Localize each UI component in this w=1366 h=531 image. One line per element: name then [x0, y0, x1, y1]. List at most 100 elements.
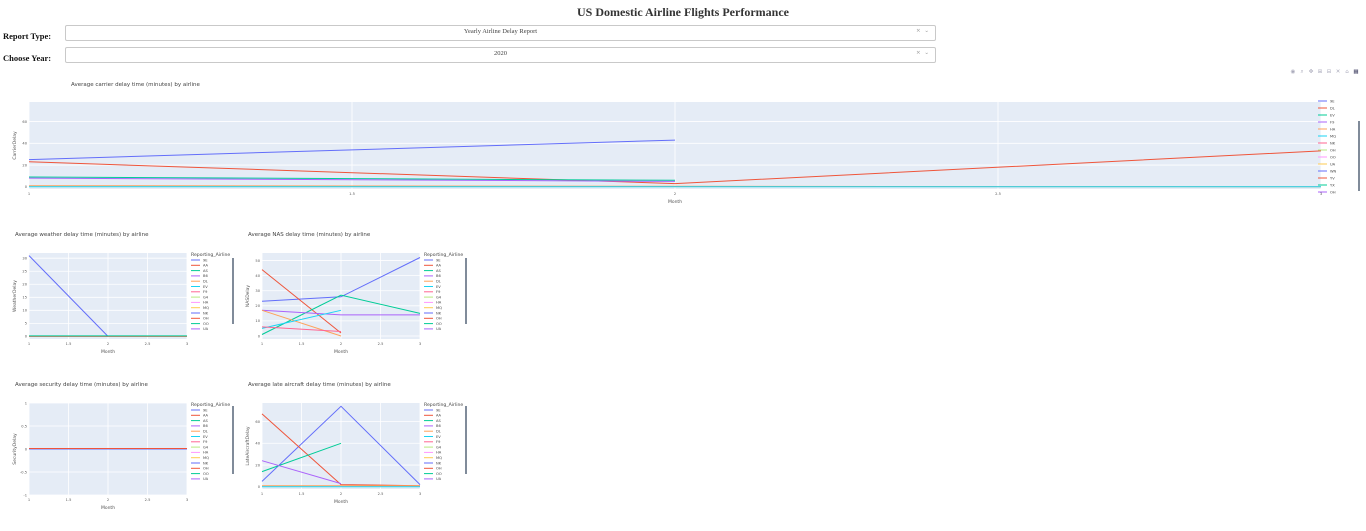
pan-icon[interactable]: ✥ [1308, 69, 1314, 75]
dropdown-arrow-icon[interactable]: × ⌄ [916, 50, 930, 56]
series-line[interactable] [261, 326, 342, 332]
legend-item: NK [1330, 141, 1336, 145]
legend-item: OH [436, 467, 442, 471]
y-tick-label: 0 [258, 334, 261, 338]
y-axis-label: CarrierDelay [12, 131, 18, 160]
autoscale-icon[interactable]: ✕ [1335, 69, 1341, 75]
legend-item: OO [1330, 155, 1336, 159]
legend-item: AS [436, 419, 441, 423]
legend-item: 9E [203, 258, 208, 262]
reset-axes-icon[interactable]: ⌂ [1345, 69, 1349, 75]
carrier-delay-chart[interactable]: Average carrier delay time (minutes) by … [0, 75, 1366, 210]
series-line[interactable] [28, 150, 1322, 185]
x-tick-label: 1 [28, 498, 30, 502]
legend-item: B6 [203, 424, 208, 428]
legend-item: EV [203, 285, 208, 289]
security-delay-chart[interactable]: Average security delay time (minutes) by… [0, 376, 240, 511]
y-tick-label: 40 [22, 142, 27, 146]
dropdown-arrow-icon[interactable]: × ⌄ [916, 28, 930, 34]
series-line[interactable] [28, 255, 109, 337]
nas-delay-chart[interactable]: Average NAS delay time (minutes) by airl… [235, 226, 475, 361]
x-tick-label: 3 [419, 342, 421, 346]
y-tick-label: 0 [25, 335, 28, 339]
legend-item: OO [436, 322, 442, 326]
series-line[interactable] [261, 309, 420, 316]
series-line[interactable] [261, 460, 342, 485]
x-tick-label: 1 [261, 342, 263, 346]
weather-delay-chart[interactable]: Average weather delay time (minutes) by … [0, 226, 240, 361]
x-tick-label: 1 [28, 342, 30, 346]
chart-title: Average carrier delay time (minutes) by … [71, 82, 201, 88]
y-axis-label: SecurityDelay [12, 433, 18, 465]
y-tick-label: 0 [25, 185, 28, 189]
x-tick-label: 3 [186, 498, 188, 502]
choose-year-label: Choose Year: [3, 53, 52, 63]
series-line[interactable] [261, 257, 421, 302]
series-line[interactable] [261, 269, 342, 334]
legend-item: HA [436, 451, 442, 455]
zoom-in-icon[interactable]: ⊞ [1317, 69, 1323, 75]
legend-item: OO [203, 472, 209, 476]
x-axis-label: Month [334, 499, 348, 505]
late-aircraft-delay-chart[interactable]: Average late aircraft delay time (minute… [235, 376, 475, 511]
plotly-logo-icon[interactable]: ▦ [1353, 69, 1359, 75]
legend-item: AA [436, 414, 442, 418]
series-line[interactable] [28, 139, 676, 161]
legend-item: YV [1330, 176, 1335, 180]
y-tick-label: 40 [255, 442, 260, 446]
series-line[interactable] [28, 176, 676, 181]
x-tick-label: 2 [340, 342, 342, 346]
series-line[interactable] [261, 405, 421, 485]
y-tick-label: 20 [22, 283, 27, 287]
legend-item: OH [203, 317, 209, 321]
y-tick-label: 0.5 [21, 424, 27, 428]
legend-item: DL [1330, 106, 1335, 110]
report-type-label: Report Type: [3, 31, 52, 41]
x-tick-label: 3 [186, 342, 188, 346]
series-line[interactable] [261, 309, 342, 329]
y-tick-label: 1 [25, 401, 27, 405]
legend-item: AS [203, 419, 208, 423]
y-tick-label: 10 [255, 319, 260, 323]
y-tick-label: -1 [23, 493, 27, 497]
legend-item: F9 [203, 440, 208, 444]
legend-item: AA [203, 414, 209, 418]
legend-item: OH [1330, 190, 1336, 194]
legend-item: EV [1330, 113, 1335, 117]
series-line[interactable] [261, 442, 342, 473]
series-line[interactable] [261, 294, 421, 335]
x-tick-label: 1.5 [66, 498, 72, 502]
x-axis-label: Month [101, 349, 115, 355]
y-tick-label: 20 [22, 163, 27, 167]
y-tick-label: 20 [255, 304, 260, 308]
camera-icon[interactable]: ◉ [1290, 69, 1296, 75]
legend-item: DL [436, 280, 441, 284]
x-tick-label: 2 [107, 342, 109, 346]
legend-item: HA [1330, 127, 1336, 131]
legend-item: F9 [1330, 120, 1335, 124]
zoom-out-icon[interactable]: ⊟ [1326, 69, 1332, 75]
legend-item: NK [203, 311, 209, 315]
x-tick-label: 3 [419, 492, 421, 496]
zoom-icon[interactable]: ⌕ [1300, 69, 1304, 75]
legend-item: DL [203, 280, 208, 284]
y-tick-label: 20 [255, 463, 260, 467]
report-type-dropdown[interactable]: Yearly Airline Delay Report × ⌄ [65, 25, 936, 41]
series-line[interactable] [28, 177, 676, 182]
legend-item: 9E [436, 258, 441, 262]
choose-year-dropdown[interactable]: 2020 × ⌄ [65, 47, 936, 63]
x-tick-label: 2.5 [995, 192, 1001, 196]
legend-item: MQ [1330, 134, 1336, 138]
legend-item: AA [436, 264, 442, 268]
legend-item: B6 [436, 274, 441, 278]
y-tick-label: 15 [22, 296, 27, 300]
x-axis-label: Month [334, 349, 348, 355]
legend-item: OO [436, 472, 442, 476]
report-type-value: Yearly Airline Delay Report [463, 28, 538, 35]
legend-item: MQ [436, 306, 442, 310]
legend-item: B6 [436, 424, 441, 428]
legend-item: UA [203, 327, 209, 331]
series-line[interactable] [261, 309, 342, 337]
legend-title: Reporting_Airline [191, 402, 230, 408]
legend-item: NK [203, 461, 209, 465]
